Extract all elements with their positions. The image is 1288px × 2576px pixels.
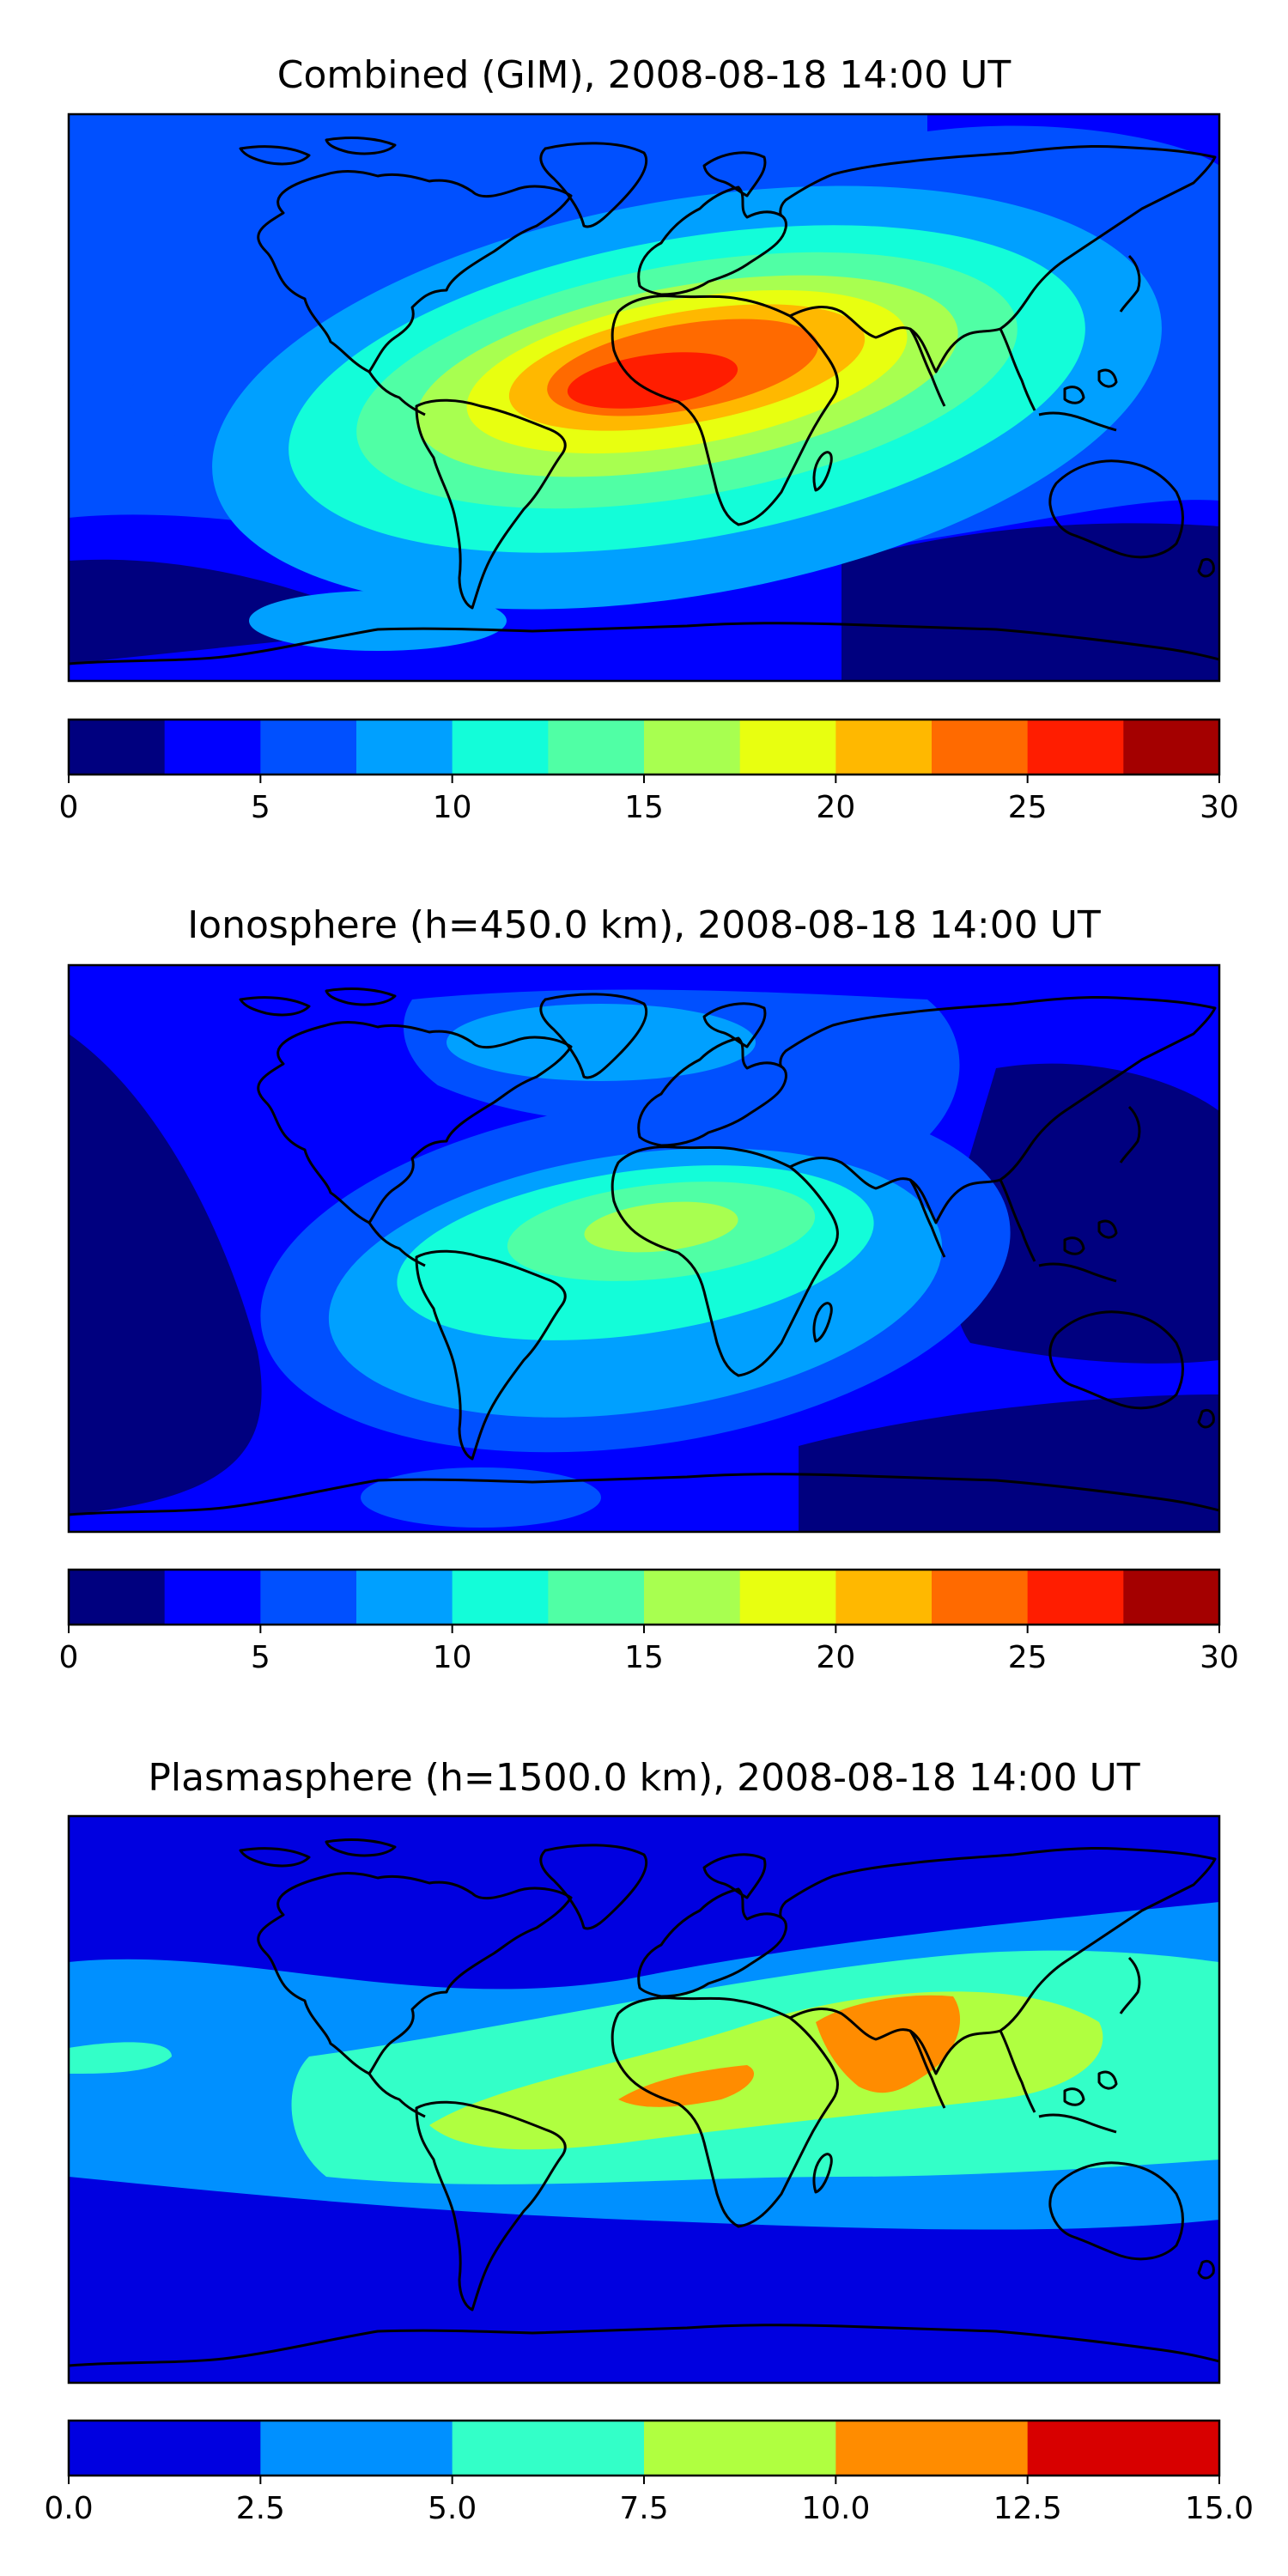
colorbar-segment — [644, 2421, 836, 2476]
colorbar-segment — [835, 720, 933, 775]
colorbar-tick-label: 25 — [1008, 1640, 1048, 1675]
colorbar-tick-label: 20 — [816, 790, 855, 825]
colorbar-segment — [644, 720, 741, 775]
contour-field — [69, 965, 1219, 1532]
contour-level-5 — [69, 2042, 172, 2074]
colorbar-tick-label: 20 — [816, 1640, 855, 1675]
panel-ionosphere: Ionosphere (h=450.0 km), 2008-08-18 14:0… — [59, 903, 1239, 1675]
map-plasmasphere — [67, 1814, 1221, 2385]
contour-level-5 — [361, 1467, 601, 1528]
contour-level-7-5 — [249, 591, 507, 651]
colorbar-segment — [69, 1570, 166, 1625]
colorbar-segment — [356, 1570, 453, 1625]
colorbar-segment — [739, 720, 836, 775]
colorbar: 0 5 10 15 20 25 30 — [59, 1568, 1239, 1675]
colorbar-tick-label: 12.5 — [993, 2491, 1062, 2526]
map-frame — [67, 963, 1221, 1534]
colorbar-segment — [739, 1570, 836, 1625]
colorbar-segment — [69, 720, 166, 775]
colorbar-tick-label: 25 — [1008, 790, 1048, 825]
colorbar-segment — [932, 720, 1029, 775]
colorbar-segment — [69, 2421, 261, 2476]
colorbar-tick-label: 10 — [433, 1640, 472, 1675]
colorbar-tick-label: 5 — [251, 790, 270, 825]
contour-level-0 — [799, 1394, 1219, 1532]
colorbar-tick-label: 2.5 — [236, 2491, 285, 2526]
colorbar-segment — [356, 720, 453, 775]
colorbar-tick-label: 10.0 — [801, 2491, 870, 2526]
colorbar-segment — [452, 1570, 549, 1625]
panel-plasmasphere: Plasmasphere (h=1500.0 km), 2008-08-18 1… — [44, 1756, 1254, 2526]
contour-level-2-5 — [927, 114, 1219, 166]
contour-level-0 — [69, 1034, 262, 1515]
colorbar-segment — [835, 1570, 933, 1625]
colorbar-segment — [164, 720, 261, 775]
map-ionosphere — [67, 963, 1221, 1534]
map-frame — [67, 112, 1221, 683]
contour-level-0 — [841, 523, 1219, 681]
colorbar-segment — [1123, 1570, 1220, 1625]
colorbar-segment — [260, 720, 357, 775]
colorbar-tick-label: 30 — [1200, 790, 1239, 825]
colorbar-tick-label: 15 — [624, 790, 664, 825]
colorbar-segment — [644, 1570, 741, 1625]
colorbar-tick-label: 5.0 — [428, 2491, 477, 2526]
colorbar-segment — [1027, 1570, 1124, 1625]
colorbar-tick-label: 15.0 — [1185, 2491, 1254, 2526]
colorbar-segment — [835, 2421, 1029, 2476]
panel-title: Plasmasphere (h=1500.0 km), 2008-08-18 1… — [148, 1756, 1139, 1800]
map-combined — [67, 112, 1221, 683]
colorbar-tick-label: 10 — [433, 790, 472, 825]
colorbar-tick-label: 7.5 — [619, 2491, 668, 2526]
colorbar-segment — [548, 720, 645, 775]
colorbar-tick-label: 15 — [624, 1640, 664, 1675]
colorbar-segment — [452, 2421, 645, 2476]
colorbar-segment — [548, 1570, 645, 1625]
panel-title: Ionosphere (h=450.0 km), 2008-08-18 14:0… — [187, 903, 1101, 947]
colorbar-segment — [164, 1570, 261, 1625]
contour-level-10 — [618, 2065, 755, 2107]
contour-level-15 — [584, 1201, 738, 1253]
contour-field — [69, 114, 1219, 681]
colorbar-segment — [1027, 2421, 1220, 2476]
colorbar-tick-label: 0.0 — [44, 2491, 93, 2526]
contour-level-7-5 — [447, 1004, 756, 1081]
panel-combined: Combined (GIM), 2008-08-18 14:00 UT — [59, 53, 1239, 825]
colorbar-segment — [1123, 720, 1220, 775]
map-frame — [67, 1814, 1221, 2385]
colorbar-segment — [260, 2421, 453, 2476]
colorbar-tick-label: 30 — [1200, 1640, 1239, 1675]
colorbar-tick-label: 0 — [59, 790, 79, 825]
colorbar-segment — [932, 1570, 1029, 1625]
contour-field — [69, 1816, 1219, 2383]
panel-title: Combined (GIM), 2008-08-18 14:00 UT — [277, 53, 1012, 97]
colorbar-tick-label: 5 — [251, 1640, 270, 1675]
colorbar: 0 5 10 15 20 25 30 — [59, 718, 1239, 825]
contour-level-0 — [951, 1063, 1219, 1364]
colorbar-tick-label: 0 — [59, 1640, 79, 1675]
colorbar-segment — [452, 720, 549, 775]
colorbar: 0.0 2.5 5.0 7.5 10.0 12.5 15.0 — [44, 2419, 1254, 2526]
colorbar-segment — [260, 1570, 357, 1625]
contour-level-10 — [816, 1995, 961, 2093]
colorbar-segment — [1027, 720, 1124, 775]
contour-level-25 — [567, 352, 738, 409]
